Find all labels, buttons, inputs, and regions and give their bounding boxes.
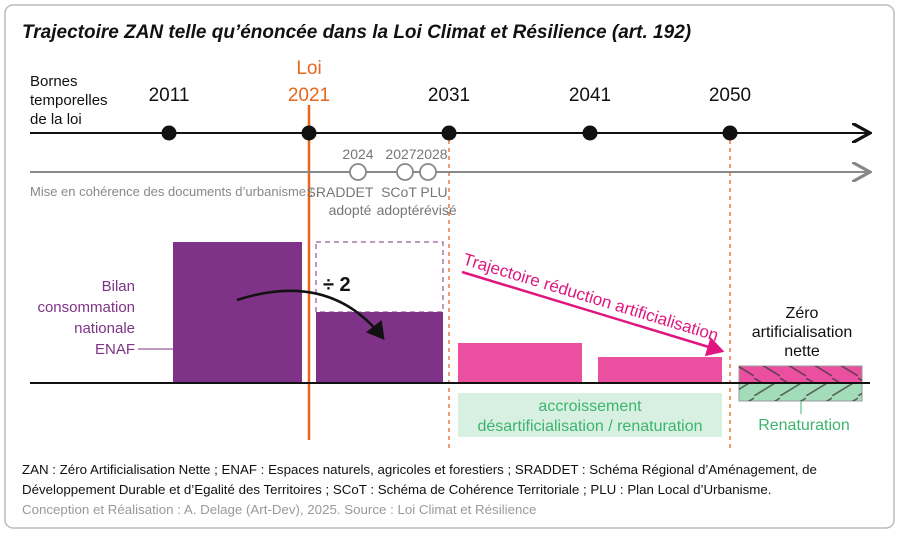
footer-credit: Conception et Réalisation : A. Delage (A…: [22, 502, 536, 517]
zan-label: Zéro: [786, 305, 819, 322]
milestone-year: 2027: [385, 146, 416, 162]
bilan-label: consommation: [37, 299, 135, 316]
timeline-label: Bornes temporelles de la loi: [30, 73, 108, 128]
zan-hatch: [739, 383, 862, 401]
timeline-dot: [582, 125, 598, 141]
trajectory-arrow: [461, 270, 725, 357]
year-label: 2031: [428, 85, 470, 106]
milestone-year: 2024: [342, 146, 373, 162]
timeline-label-line: temporelles: [30, 92, 108, 109]
milestone-year: 2028: [416, 146, 447, 162]
milestone-circle: [419, 163, 437, 181]
timeline-label-line: de la loi: [30, 111, 82, 128]
frame: [4, 4, 895, 529]
timeline-dot: [161, 125, 177, 141]
timeline-dot: [722, 125, 738, 141]
timeline-dot: [441, 125, 457, 141]
milestone-label: révisé: [419, 202, 457, 218]
timeline-dot: [301, 125, 317, 141]
year-label: 2050: [709, 85, 751, 106]
accroissement-label: accroissement: [538, 398, 642, 415]
bilan-label: Bilan: [102, 278, 135, 295]
diagram-title: Trajectoire ZAN telle qu’énoncée dans la…: [22, 22, 691, 43]
timeline-label-line: Bornes: [30, 73, 78, 90]
bar-2021-2031: [316, 312, 443, 383]
zan-label: artificialisation: [752, 324, 852, 341]
bar-2031-2041: [458, 343, 582, 383]
milestone-label: adopté: [377, 202, 420, 218]
bar-2041-2050: [598, 357, 722, 383]
year-label: 2021: [288, 85, 330, 106]
accroissement-box: [458, 393, 722, 437]
milestone-circle: [349, 163, 367, 181]
milestone-label: adopté: [329, 202, 372, 218]
footer-legend: Développement Durable et d’Egalité des T…: [22, 482, 771, 497]
loi-label: Loi: [296, 58, 321, 79]
milestone-circle: [396, 163, 414, 181]
zan-hatch: [739, 366, 862, 383]
bar-halved-outline: [315, 241, 444, 313]
milestone-label: SRADDET: [307, 184, 374, 200]
renaturation-label: Renaturation: [758, 417, 850, 434]
year-label: 2011: [149, 85, 190, 106]
year-label: 2041: [569, 85, 611, 106]
curved-arrow: [236, 289, 385, 340]
documents-label: Mise en cohérence des documents d’urbani…: [30, 184, 313, 199]
zan-label: nette: [784, 343, 820, 360]
divide-label: ÷ 2: [323, 274, 351, 296]
footer-legend: ZAN : Zéro Artificialisation Nette ; ENA…: [22, 462, 817, 477]
bilan-label: nationale: [74, 320, 135, 337]
milestone-label: PLU: [420, 184, 447, 200]
bilan-label: ENAF: [95, 341, 135, 358]
accroissement-label: désartificialisation / renaturation: [477, 418, 702, 435]
milestone-label: SCoT: [381, 184, 417, 200]
bar-2011-2021: [173, 242, 302, 383]
